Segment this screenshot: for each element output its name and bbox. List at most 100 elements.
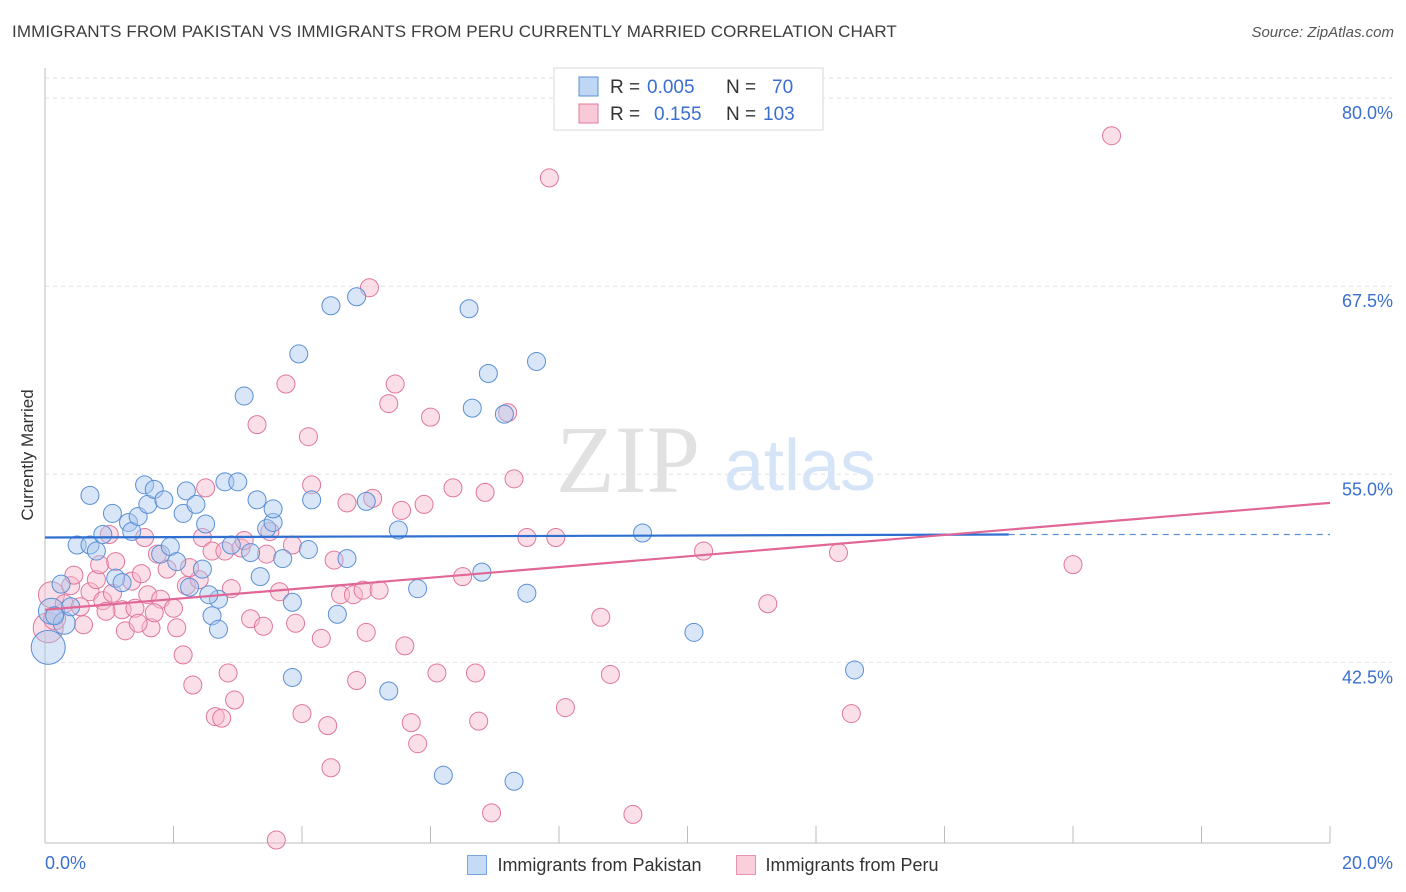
peru-point [475,482,495,502]
peru-point [138,585,158,605]
peru-point [173,645,193,665]
pakistan-point [478,363,498,383]
peru-point [183,675,203,695]
peru-point [694,541,714,561]
pakistan-point [298,540,318,560]
y-tick-label: 80.0% [1342,103,1393,123]
pakistan-point [102,503,122,523]
peru-point [318,716,338,736]
peru-point [469,711,489,731]
pakistan-point [234,386,254,406]
trend-layer [44,501,1331,611]
peru-point [276,374,296,394]
pakistan-point [408,579,428,599]
series-pakistan-points [30,287,865,791]
peru-point [401,713,421,733]
peru-point [302,475,322,495]
watermark-atlas: atlas [724,426,876,506]
pakistan-point [250,567,270,587]
peru-point [86,570,106,590]
pakistan-point [247,490,267,510]
peru-point [96,601,116,621]
pakistan-point [347,287,367,307]
peru-point [102,583,122,603]
legend-r-value-peru: 0.155 [654,104,702,125]
pakistan-point [273,549,293,569]
legend-label-pakistan: Immigrants from Pakistan [497,854,702,875]
peru-point [122,571,142,591]
peru-point [74,615,94,635]
y-tick-label: 42.5% [1342,667,1393,687]
pakistan-point [241,543,261,563]
peru-point [385,374,405,394]
pakistan-point [462,398,482,418]
peru-point [408,734,428,754]
y-tick-label: 55.0% [1342,479,1393,499]
pakistan-point [527,351,547,371]
pakistan-point [86,541,106,561]
peru-point [196,478,216,498]
pakistan-point [321,296,341,316]
pakistan-point [388,520,408,540]
pakistan-point [459,299,479,319]
legend-n-label-peru: N = [726,104,756,125]
pakistan-point [45,606,65,626]
peru-point [395,636,415,656]
peru-point [337,493,357,513]
watermark: ZIP atlas [556,406,876,513]
pakistan-point [379,681,399,701]
pakistan-point [517,583,537,603]
y-axis-label: Currently Married [18,389,37,520]
legend-swatch-pakistan [578,76,599,97]
peru-point [841,704,861,724]
peru-point [247,415,267,435]
peru-point [427,663,447,683]
peru-point [379,394,399,414]
pakistan-point [263,512,283,532]
peru-point [600,664,620,684]
peru-point [758,594,778,614]
pakistan-point [633,523,653,543]
legend-swatch-peru-bottom [735,855,756,875]
peru-point [353,580,373,600]
peru-point [465,663,485,683]
pakistan-point [494,404,514,424]
peru-point [343,585,363,605]
stats-legend: R = 0.005 N = 70 R = 0.155 N = 103 [553,67,824,131]
peru-point [498,403,518,423]
legend-r-label-peru: R = [610,104,640,125]
grid-layer [45,77,1392,663]
legend-label-peru: Immigrants from Peru [765,854,939,875]
peru-point [555,698,575,718]
peru-point [414,494,434,514]
pakistan-point [176,481,196,501]
peru-point [253,616,273,636]
peru-point [167,618,187,638]
peru-point [257,544,277,564]
peru-point [392,500,412,520]
pakistan-point [208,619,228,639]
legend-item-pakistan[interactable]: Immigrants from Pakistan [467,850,702,880]
legend-n-value-pakistan: 70 [772,77,793,98]
peru-point [421,407,440,427]
peru-point [106,552,126,572]
legend-item-peru[interactable]: Immigrants from Peru [735,850,939,880]
axes-layer [44,68,1331,844]
pakistan-point [504,771,524,791]
peru-point [347,670,367,690]
peru-point [1102,126,1122,146]
pakistan-point [186,494,206,514]
pakistan-point [192,559,212,579]
peru-point [212,708,232,728]
trendline-pakistan [44,533,1009,539]
pakistan-point [80,485,100,505]
pakistan-point [684,622,704,642]
peru-point [369,580,389,600]
pakistan-point [263,499,283,519]
pakistan-point [327,604,347,624]
pakistan-point [144,479,164,499]
pakistan-point [112,573,132,593]
peru-point [225,690,245,710]
y-tick-label: 67.5% [1342,291,1393,311]
pakistan-point [289,344,309,364]
